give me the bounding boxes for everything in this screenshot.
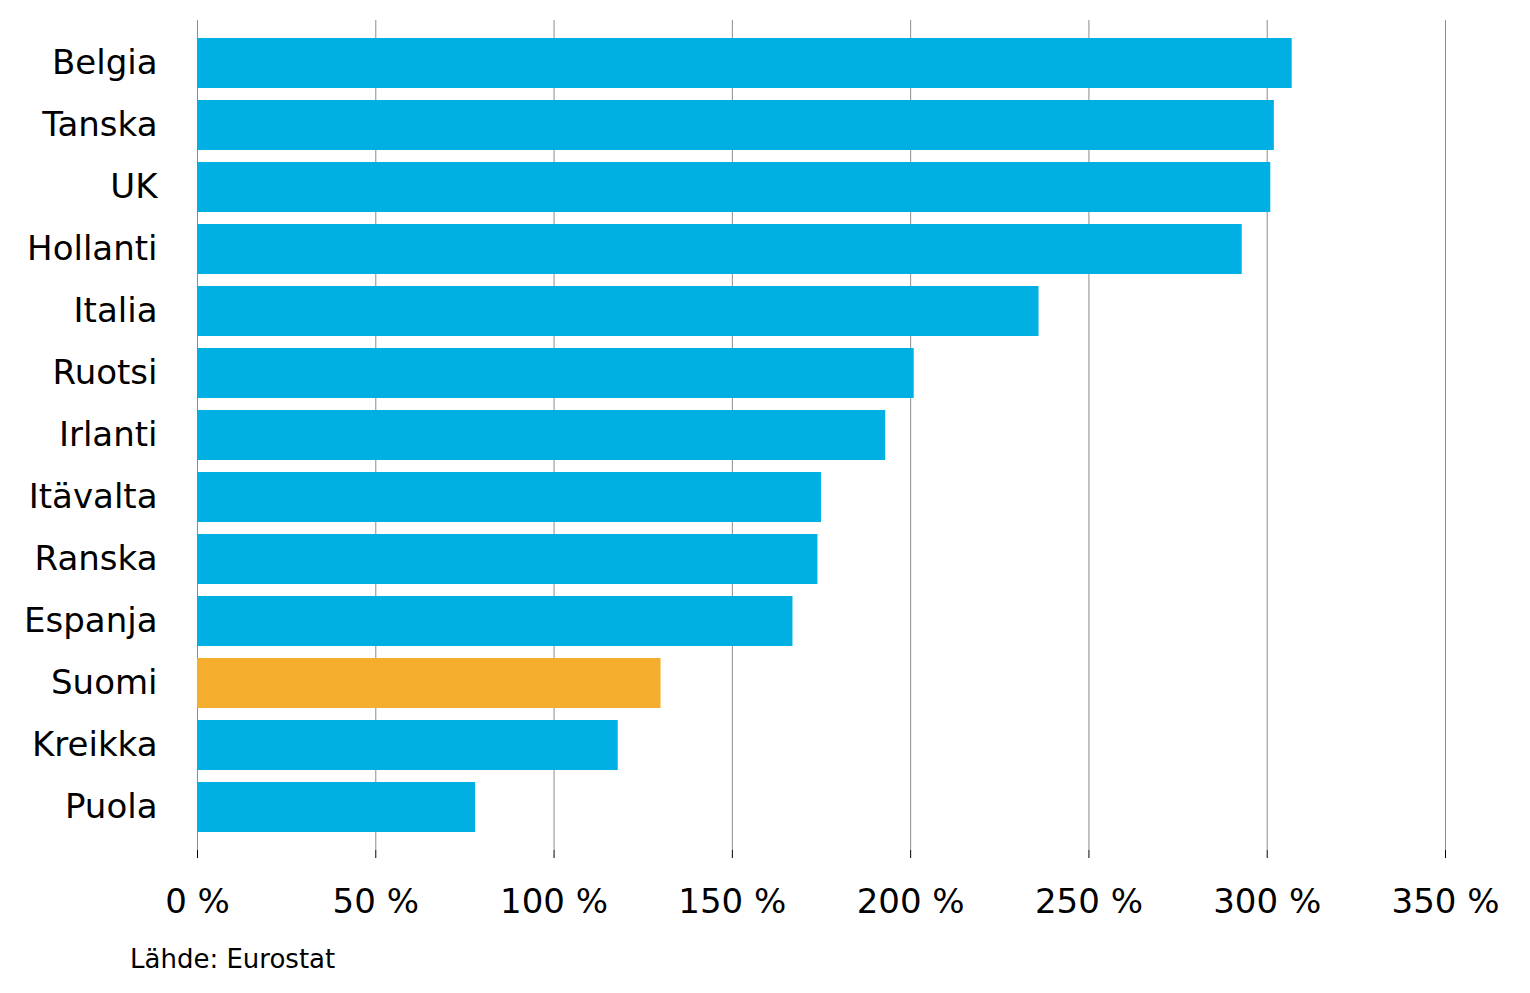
svg-text:Ranska: Ranska	[35, 538, 158, 578]
svg-text:Puola: Puola	[65, 786, 158, 826]
svg-text:UK: UK	[110, 166, 159, 206]
html-text:Lähde: Eurostat: Lähde: Eurostat	[130, 944, 336, 974]
svg-text:350 %: 350 %	[1391, 881, 1499, 921]
svg-text:200 %: 200 %	[857, 881, 965, 921]
svg-text:Ruotsi: Ruotsi	[53, 352, 158, 392]
svg-text:Tanska: Tanska	[41, 104, 157, 144]
svg-text:Belgia: Belgia	[52, 42, 158, 82]
svg-text:Suomi: Suomi	[51, 662, 158, 702]
svg-text:Irlanti: Irlanti	[59, 414, 158, 454]
svg-text:150 %: 150 %	[678, 881, 786, 921]
svg-text:0 %: 0 %	[165, 881, 230, 921]
svg-text:Kreikka: Kreikka	[32, 724, 158, 764]
svg-text:300 %: 300 %	[1213, 881, 1321, 921]
svg-text:Italia: Italia	[74, 290, 158, 330]
svg-text:Espanja: Espanja	[24, 600, 157, 640]
svg-text:100 %: 100 %	[500, 881, 608, 921]
svg-text:50 %: 50 %	[333, 881, 419, 921]
svg-text:Itävalta: Itävalta	[29, 476, 158, 516]
svg-text:Hollanti: Hollanti	[27, 228, 157, 268]
svg-text:250 %: 250 %	[1035, 881, 1143, 921]
